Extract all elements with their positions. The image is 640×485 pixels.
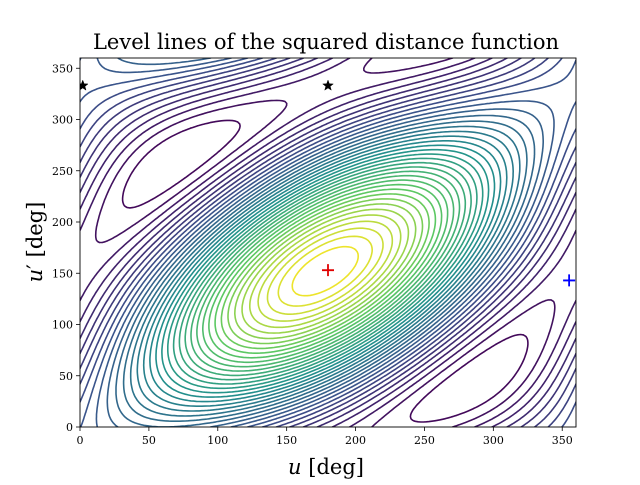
x-axis-label: u [deg] xyxy=(288,455,364,479)
plus-marker xyxy=(322,264,334,277)
contour-line xyxy=(257,220,394,322)
plot-frame xyxy=(79,57,577,428)
y-tick-label: 200 xyxy=(52,216,73,229)
x-tick-label: 100 xyxy=(207,434,228,447)
y-tick-label: 100 xyxy=(52,319,73,332)
contour-line xyxy=(95,58,555,427)
contour-line xyxy=(249,214,402,329)
contour-lines xyxy=(80,58,576,427)
x-tick-label: 300 xyxy=(483,434,504,447)
x-tick-label: 200 xyxy=(345,434,366,447)
x-tick-label: 0 xyxy=(77,434,84,447)
x-tick-label: 250 xyxy=(414,434,435,447)
contour-line xyxy=(80,58,576,427)
contour-line xyxy=(291,245,359,297)
contour-line xyxy=(227,198,424,345)
x-tick-label: 350 xyxy=(552,434,573,447)
y-tick-label: 300 xyxy=(52,114,73,127)
contour-line xyxy=(80,58,576,427)
contour-line xyxy=(208,183,443,359)
contour-line xyxy=(155,144,496,398)
contour-line xyxy=(202,179,449,364)
contour-line xyxy=(214,188,437,354)
contour-line xyxy=(178,161,472,381)
contour-line xyxy=(196,174,455,368)
contour-line xyxy=(277,235,373,307)
contour-line xyxy=(121,119,529,423)
contour-line xyxy=(161,148,490,394)
plus-marker xyxy=(563,274,576,287)
x-tick-label: 50 xyxy=(142,434,156,447)
contour-line xyxy=(122,120,528,422)
y-axis-label: u′ [deg] xyxy=(23,202,47,283)
contour-line xyxy=(220,193,430,350)
contour-line xyxy=(129,125,521,417)
markers xyxy=(80,79,576,287)
contour-line xyxy=(167,153,484,390)
star-marker xyxy=(322,79,334,91)
y-tick-label: 350 xyxy=(52,62,73,75)
contour-line xyxy=(172,157,478,385)
contour-line xyxy=(115,114,536,427)
contour-line xyxy=(136,130,514,412)
contour-line xyxy=(266,227,384,315)
contour-line xyxy=(234,203,417,340)
contour-line xyxy=(190,170,461,372)
chart-title: Level lines of the squared distance func… xyxy=(93,30,559,54)
contour-line xyxy=(94,58,556,427)
y-tick-label: 50 xyxy=(59,370,73,383)
x-axis-ticks: 0 50 100 150 200 250 300 350 xyxy=(77,427,573,447)
y-axis-ticks: 0 50 100 150 200 250 300 350 xyxy=(52,62,80,434)
contour-line xyxy=(149,140,502,403)
contour-line xyxy=(106,58,544,427)
star-marker xyxy=(80,79,89,91)
y-tick-label: 250 xyxy=(52,165,73,178)
contour-line xyxy=(142,135,508,407)
x-tick-label: 150 xyxy=(276,434,297,447)
y-tick-label: 0 xyxy=(66,421,73,434)
contour-line xyxy=(184,166,467,377)
contour-line xyxy=(80,58,576,427)
contour-line xyxy=(241,208,410,334)
y-tick-label: 150 xyxy=(52,267,73,280)
